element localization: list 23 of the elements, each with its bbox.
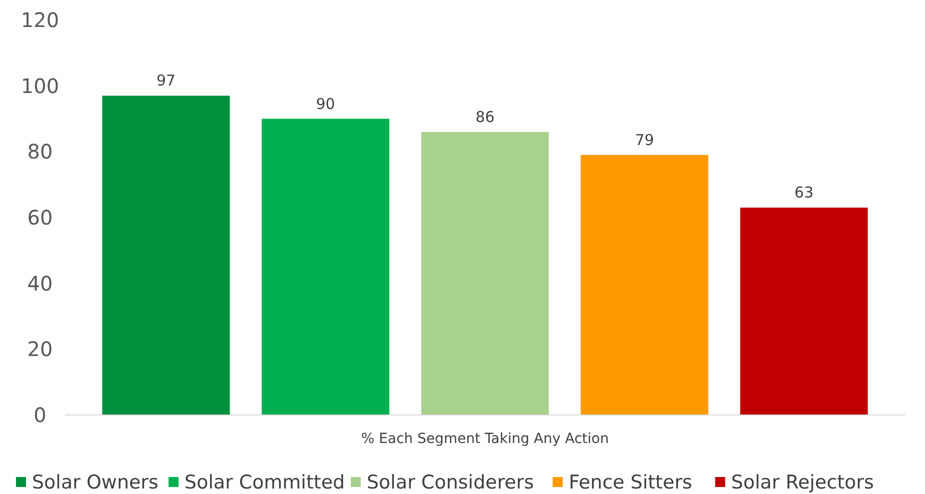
data-label: 63 <box>794 184 814 202</box>
legend-label: Solar Owners <box>32 472 158 494</box>
legend-label: Fence Sitters <box>568 472 692 494</box>
bar <box>262 118 390 415</box>
y-tick-label: 40 <box>27 271 53 296</box>
y-tick-label: 120 <box>20 8 60 32</box>
y-tick-label: 60 <box>27 206 53 230</box>
legend-label: Solar Committed <box>184 472 345 494</box>
data-label: 97 <box>156 72 176 90</box>
legend-label: Solar Considerers <box>366 472 534 494</box>
y-tick-label: 80 <box>27 140 53 164</box>
bar <box>740 208 868 415</box>
data-label: 90 <box>316 94 336 113</box>
y-tick-label: 20 <box>27 337 53 362</box>
y-tick-label: 100 <box>20 74 60 98</box>
legend-label: Solar Rejectors <box>731 472 874 494</box>
bar <box>102 96 230 415</box>
y-tick-label: 0 <box>34 403 46 427</box>
bar <box>580 154 708 415</box>
bar <box>421 132 549 415</box>
data-label: 79 <box>634 130 654 149</box>
data-label: 86 <box>475 108 495 126</box>
x-tick-label: % Each Segment Taking Any Action <box>361 431 609 447</box>
